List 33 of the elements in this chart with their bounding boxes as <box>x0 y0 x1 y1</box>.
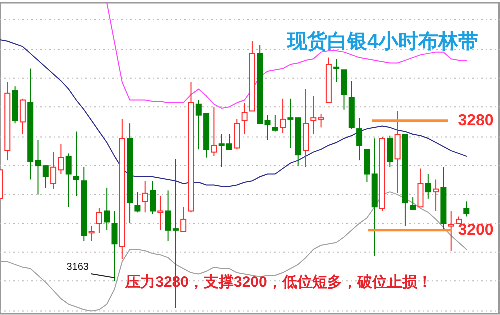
annotation: 3163 <box>66 262 90 273</box>
y-tick-label: 3200 <box>458 222 494 239</box>
candlestick <box>280 98 286 134</box>
candlestick <box>310 96 317 136</box>
candlestick <box>20 98 26 136</box>
candlestick <box>272 114 278 132</box>
candlestick <box>158 196 164 231</box>
candlestick <box>242 102 248 136</box>
candlestick <box>112 210 118 282</box>
candlestick <box>288 98 294 149</box>
text: 现货白银4小时布林带 <box>286 31 479 53</box>
candlestick <box>356 118 363 162</box>
candlestick <box>88 226 95 242</box>
candlestick <box>180 206 187 232</box>
candlestick <box>410 197 416 210</box>
candlestick <box>334 58 340 83</box>
candlestick <box>264 114 271 141</box>
candlestick <box>425 174 432 200</box>
y-tick-label: 3280 <box>458 112 494 130</box>
candlestick <box>318 113 324 128</box>
candlestick <box>96 208 102 234</box>
candlestick <box>74 131 80 197</box>
candlestick <box>418 168 424 208</box>
candlestick <box>387 135 394 168</box>
candlestick <box>104 187 110 231</box>
candlestick <box>433 179 440 212</box>
candlestick <box>142 180 148 214</box>
candlestick <box>448 210 454 252</box>
candlestick <box>150 180 156 214</box>
candlestick <box>66 153 72 208</box>
candlestick <box>464 201 470 218</box>
candlestick <box>211 106 218 157</box>
candlestick <box>134 192 141 214</box>
